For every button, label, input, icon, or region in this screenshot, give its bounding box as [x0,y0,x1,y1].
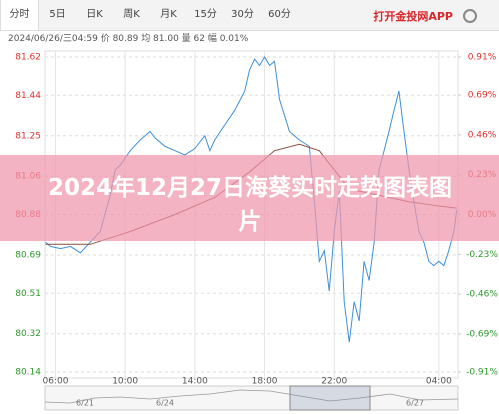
y2-tick-label: 0.46% [468,130,497,140]
tab[interactable]: 60分 [268,9,291,20]
navigator-line [44,389,459,404]
x-tick-label: 06:00 [42,377,68,387]
y2-tick-label: 0.91% [468,53,497,63]
navigator-label: 6/24 [156,399,174,408]
y-tick-label: 81.25 [15,131,41,141]
x-tick-label: 22:00 [321,377,347,387]
navigator-label: 6/21 [76,399,94,408]
price-line [45,56,458,343]
y2-tick-label: 0.69% [468,91,497,101]
y2-tick-label: -0.23% [466,250,498,260]
tab[interactable]: 日K [86,9,103,20]
y-tick-label: 80.14 [15,368,41,378]
tab[interactable]: 30分 [231,9,254,20]
tab[interactable]: 周K [123,9,140,20]
navigator-label: 6/27 [406,399,424,408]
tab[interactable]: 15分 [194,9,217,20]
y2-tick-label: -0.91% [466,368,498,378]
x-tick-label: 10:00 [112,377,138,387]
navigator[interactable] [44,385,459,411]
navigator-window[interactable] [289,385,371,411]
tab[interactable]: 月K [160,9,177,20]
y-tick-label: 81.62 [15,53,41,63]
y2-tick-label: -0.69% [466,329,498,339]
settings-icon[interactable] [463,9,477,23]
x-tick-label: 18:00 [252,377,278,387]
x-tick-label: 14:00 [182,377,208,387]
y-tick-label: 80.32 [15,329,41,339]
title-banner [0,155,499,241]
quote-info: 2024/06/26/三04:59 价 80.89 均 81.00 量 62 幅… [8,34,249,44]
y-tick-label: 80.51 [15,289,41,299]
x-tick-label: 04:00 [426,377,452,387]
y-tick-label: 81.44 [15,91,41,101]
tab[interactable]: 5日 [49,9,66,20]
y2-tick-label: -0.46% [466,290,498,300]
y-tick-label: 80.69 [15,250,41,260]
brand-link[interactable]: 打开金投网APP [373,10,453,23]
tab[interactable]: 分时 [0,0,39,30]
tab-bar: 分时 5日 日K 周K 月K 15分 30分 60分 [0,0,499,31]
chart-title: 2024年12月27日海葵实时走势图表图片 [47,175,453,235]
